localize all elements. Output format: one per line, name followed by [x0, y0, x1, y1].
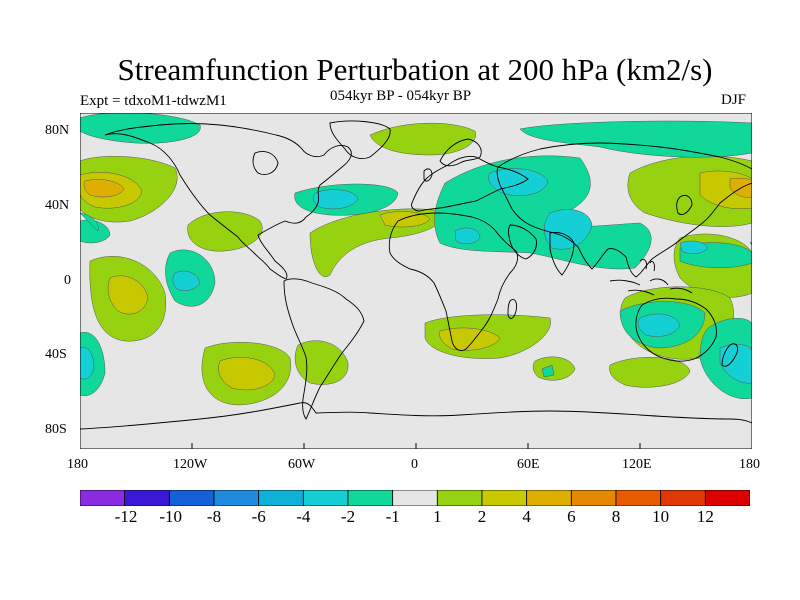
colorbar-swatch [347, 490, 394, 506]
chart-title: Streamfunction Perturbation at 200 hPa (… [117, 52, 713, 87]
colorbar-label: -8 [206, 507, 222, 526]
colorbar-label: -10 [159, 507, 182, 526]
coastline-scandinavia [439, 138, 482, 167]
lon-tick-label: 60W [288, 457, 316, 472]
colorbar-label: 2 [477, 507, 487, 526]
colorbar-swatch [526, 490, 572, 506]
colorbar-label: 1 [433, 507, 442, 526]
colorbar-swatch [615, 490, 662, 506]
colorbar-label: 12 [696, 507, 714, 526]
contour-region [83, 179, 125, 198]
colorbar-label: -2 [340, 507, 356, 526]
colorbar-label: -4 [296, 507, 311, 526]
axis-ticks [80, 443, 752, 449]
contour-region [609, 357, 691, 388]
contour-region [80, 113, 201, 144]
season-label: DJF [721, 92, 747, 108]
lon-tick-label: 180 [739, 457, 760, 472]
coastline-europe [411, 156, 529, 212]
colorbar-swatch [258, 490, 304, 506]
contour-region [107, 275, 149, 315]
coastline-asia [496, 142, 752, 278]
colorbar-swatch [570, 490, 617, 506]
contour-region [541, 364, 555, 378]
coastline-hudson-bay [252, 151, 279, 175]
contour-region [637, 313, 681, 337]
coastline-new-zealand [721, 343, 739, 367]
lat-tick-label: 80N [45, 123, 70, 138]
contour-region [439, 327, 501, 351]
coastlines [80, 120, 752, 430]
coastline-africa [388, 212, 519, 352]
contour-region [488, 168, 549, 196]
coastline-antarctica [80, 402, 752, 430]
contour-region [454, 227, 481, 244]
coastline-greenland [329, 120, 391, 160]
contour-region [218, 357, 276, 391]
colorbar-label: 6 [567, 507, 576, 526]
lat-tick-label: 40N [45, 198, 70, 213]
lon-tick-label: 120E [622, 457, 652, 472]
coastline-india [549, 232, 575, 276]
coastline-australia [635, 297, 717, 362]
experiment-label: Expt = tdxoM1-tdwzM1 [80, 93, 227, 109]
colorbar-label: 8 [611, 507, 621, 526]
coastline-indonesia [609, 258, 693, 296]
colorbar-swatch [392, 490, 438, 506]
contour-region [187, 211, 263, 252]
colorbar-label: -1 [385, 507, 400, 526]
contour-region [434, 155, 652, 270]
coastline-arabia [508, 224, 537, 260]
contour-region [679, 240, 709, 254]
colorbar-swatch [481, 490, 528, 506]
colorbar-label: 4 [522, 507, 531, 526]
colorbar-swatch [124, 490, 170, 506]
colorbar-label: 10 [652, 507, 670, 526]
contour-region [80, 212, 99, 232]
contour-region [312, 189, 359, 210]
lat-tick-label: 80S [45, 422, 67, 437]
colorbar-swatch [660, 490, 706, 506]
colorbar-swatch [80, 490, 126, 506]
lat-tick-label: 40S [45, 347, 67, 362]
colorbar [80, 490, 750, 506]
coastline-south-america [283, 278, 365, 420]
period-label: 054kyr BP - 054kyr BP [330, 88, 472, 104]
lon-tick-label: 120W [173, 457, 208, 472]
contour-region [294, 340, 349, 385]
lat-tick-label: 0 [64, 273, 71, 288]
colorbar-swatch [436, 490, 483, 506]
lon-tick-label: 0 [411, 457, 418, 472]
streamfunction-map [80, 113, 752, 449]
lon-tick-label: 60E [517, 457, 540, 472]
contour-region [369, 122, 477, 156]
colorbar-swatch [213, 490, 260, 506]
coastline-japan [676, 194, 693, 216]
contour-region [172, 270, 201, 291]
lon-tick-label: 180 [67, 457, 88, 472]
coastline-uk [423, 168, 433, 182]
contour-region [80, 347, 95, 380]
colorbar-label: -6 [251, 507, 266, 526]
colorbar-swatch [168, 490, 215, 506]
coastline-north-america [104, 123, 352, 280]
colorbar-label: -12 [114, 507, 138, 526]
coastline-madagascar [507, 299, 517, 319]
colorbar-swatch [302, 490, 349, 506]
colorbar-swatch [704, 490, 750, 506]
